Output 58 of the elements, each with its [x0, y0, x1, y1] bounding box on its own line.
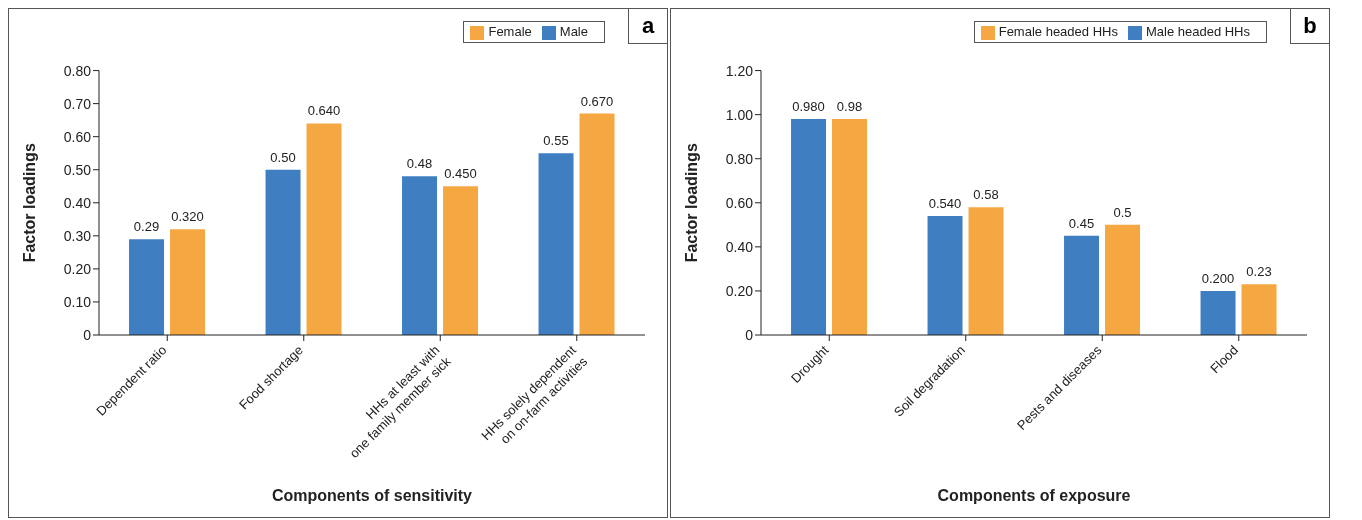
x-axis-title: Components of sensitivity: [271, 487, 473, 504]
data-label: 0.670: [580, 93, 614, 109]
y-tick-label: 0.20: [725, 282, 754, 299]
bar: [265, 169, 301, 335]
y-tick-label: 0.80: [63, 62, 92, 79]
y-tick-label: 0.60: [63, 128, 92, 145]
data-label: 0.48: [406, 156, 433, 172]
bar: [1241, 284, 1277, 335]
bar: [129, 239, 165, 335]
y-axis-title: Factor loadings: [20, 143, 38, 263]
data-label: 0.5: [1113, 204, 1132, 220]
bar: [791, 119, 827, 335]
y-tick-label: 0.80: [725, 150, 754, 167]
data-label: 0.320: [171, 209, 204, 225]
y-tick-label: 0.40: [725, 238, 754, 255]
bar: [443, 186, 479, 335]
legend-label: Female headed HHs: [998, 24, 1118, 39]
x-axis-title: Components of exposure: [937, 487, 1131, 504]
bar: [1105, 224, 1141, 335]
y-tick-label: 1.00: [725, 106, 754, 123]
data-label: 0.58: [973, 187, 999, 203]
data-label: 0.98: [836, 99, 863, 115]
y-tick-label: 0.10: [63, 293, 92, 310]
y-tick-label: 0.70: [63, 95, 92, 112]
data-label: 0.980: [792, 99, 825, 115]
y-tick-label: 1.20: [725, 62, 754, 79]
y-tick-label: 0: [745, 326, 754, 343]
data-label: 0.45: [1068, 215, 1095, 231]
bar: [1064, 235, 1100, 335]
data-label: 0.55: [543, 133, 569, 149]
data-label: 0.50: [270, 149, 296, 165]
legend-label: Male: [559, 24, 588, 39]
legend-label: Male headed HHs: [1145, 24, 1250, 39]
data-label: 0.640: [307, 103, 341, 119]
legend-label: Female: [488, 24, 532, 39]
y-axis-title: Factor loadings: [682, 143, 700, 263]
bar: [306, 123, 342, 335]
bar: [170, 229, 206, 335]
y-tick-label: 0.30: [63, 227, 92, 244]
text: b: [1290, 8, 1330, 44]
bar: [927, 216, 963, 335]
data-label: 0.23: [1246, 264, 1272, 280]
bar: [402, 176, 438, 335]
data-label: 0.29: [133, 219, 160, 235]
data-label: 0.200: [1201, 270, 1235, 286]
y-tick-label: 0.50: [63, 161, 92, 178]
bar: [1200, 290, 1236, 335]
data-label: 0.450: [444, 166, 477, 182]
y-tick-label: 0.40: [63, 194, 92, 211]
y-tick-label: 0: [83, 326, 92, 343]
bar: [538, 153, 574, 335]
y-tick-label: 0.20: [63, 260, 92, 277]
data-label: 0.540: [928, 196, 962, 211]
bar: [968, 207, 1004, 335]
text: a: [628, 8, 668, 44]
bar: [832, 119, 868, 335]
y-tick-label: 0.60: [725, 194, 754, 211]
bar: [579, 113, 615, 335]
